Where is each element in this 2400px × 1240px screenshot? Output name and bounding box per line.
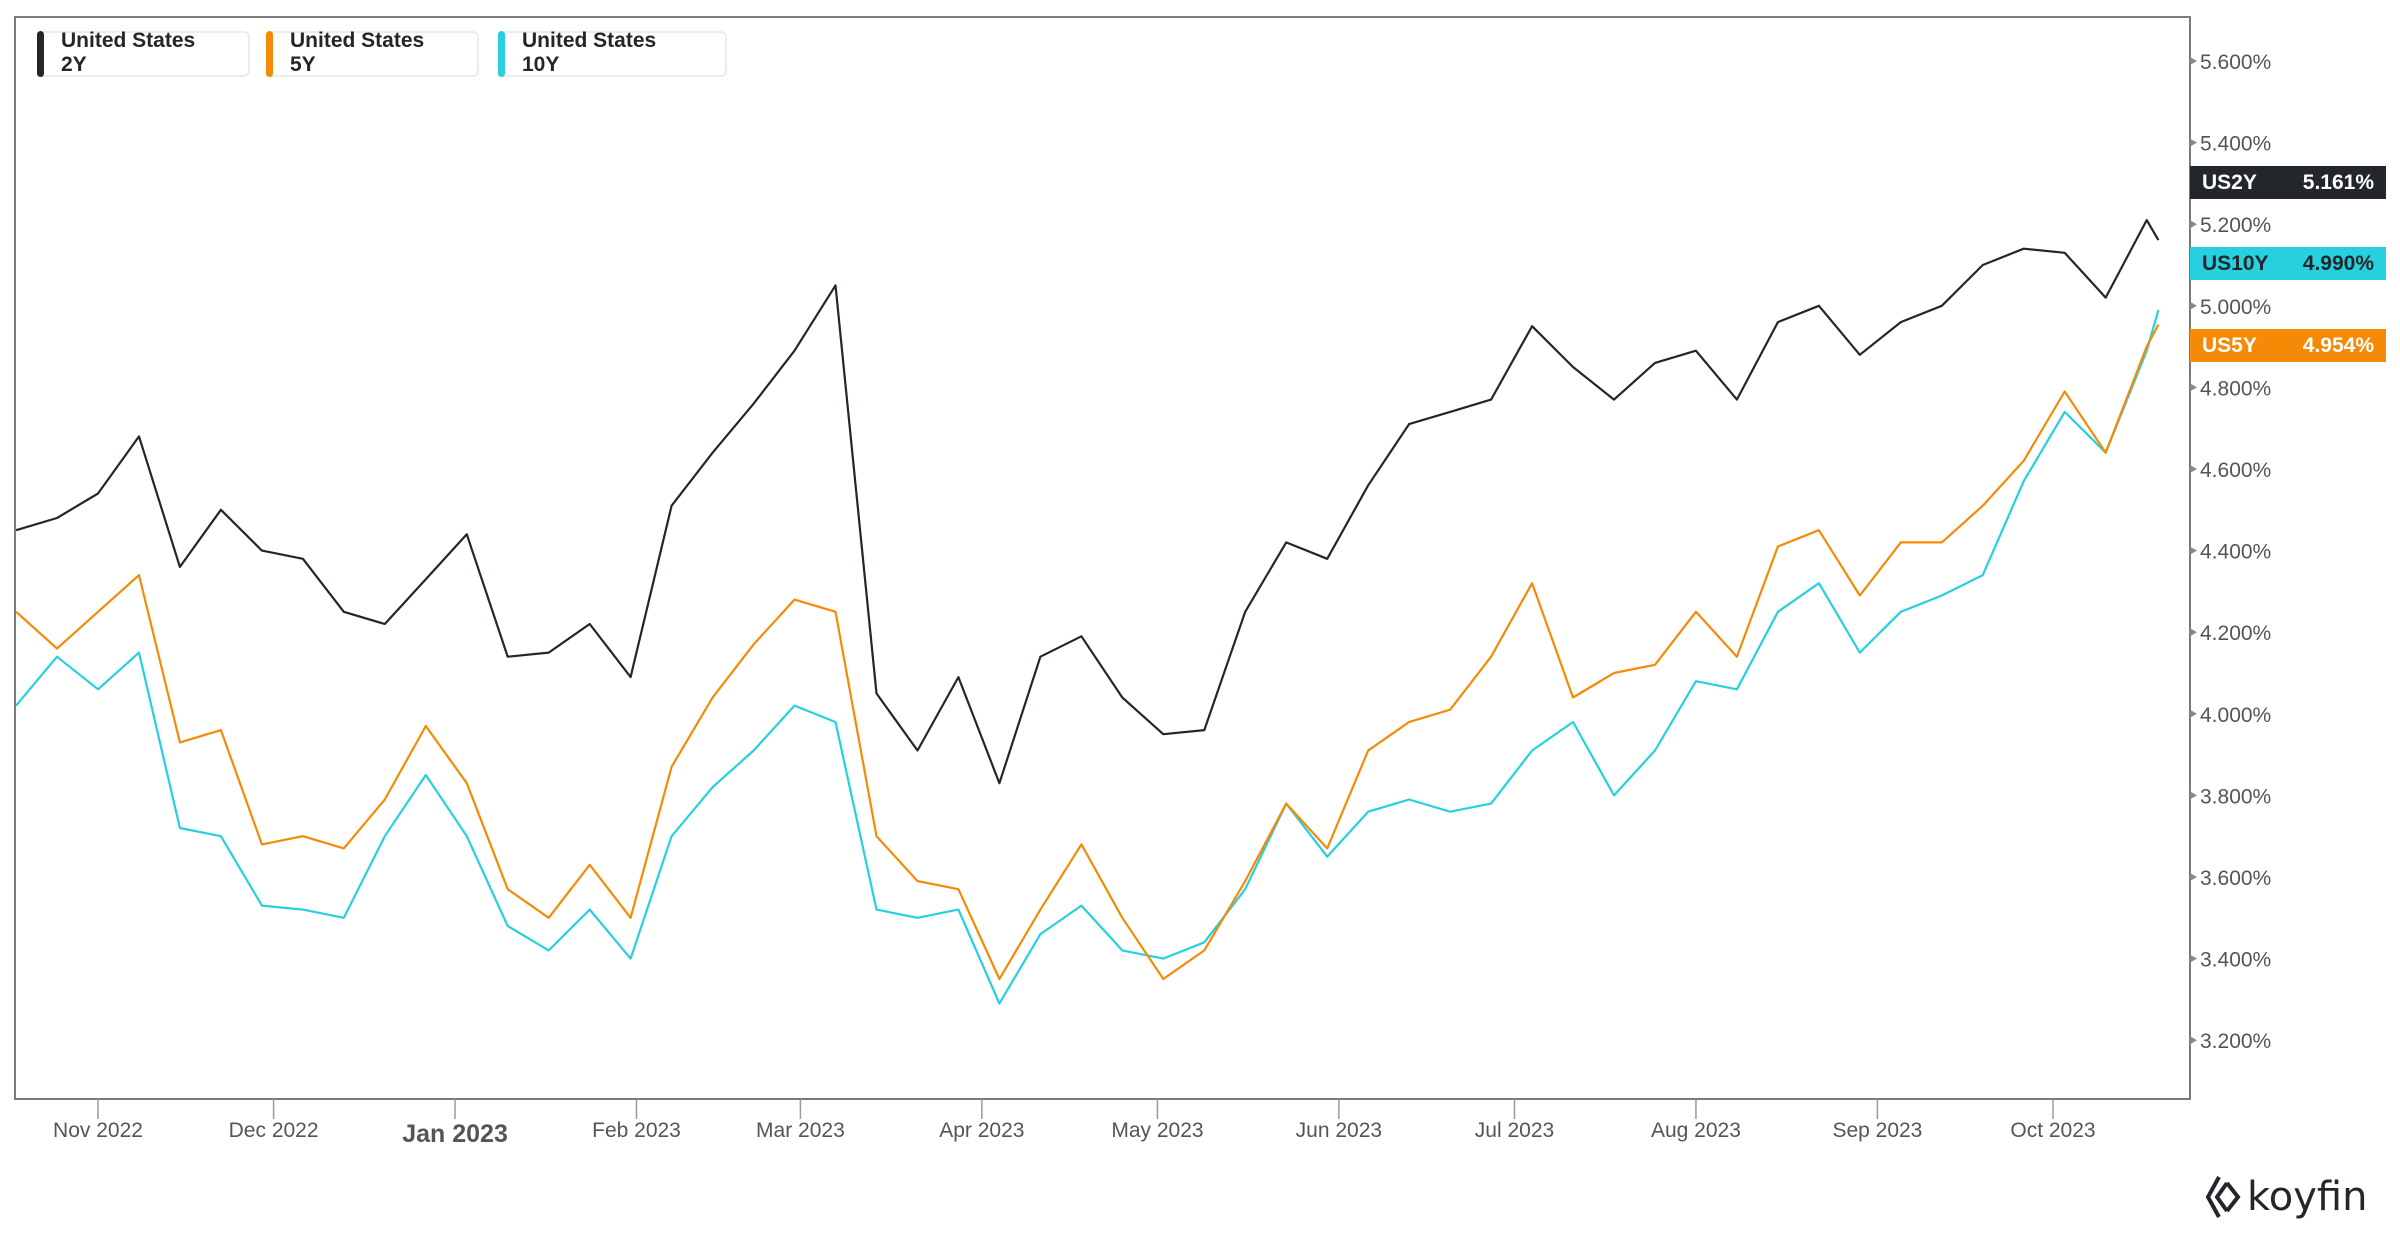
y-tick-label: 5.000% bbox=[2200, 296, 2271, 319]
series-line-us10y bbox=[15, 309, 2160, 1005]
y-tick-label: 4.000% bbox=[2200, 704, 2271, 727]
y-tick-mark bbox=[2190, 465, 2197, 473]
tag-ticker: US2Y bbox=[2202, 171, 2257, 194]
x-tick-label: Aug 2023 bbox=[1651, 1119, 1741, 1142]
x-tick-label: Nov 2022 bbox=[53, 1119, 143, 1142]
tag-ticker: US5Y bbox=[2202, 334, 2257, 357]
y-tick-mark bbox=[2190, 383, 2197, 392]
legend-label: United States bbox=[61, 29, 196, 52]
x-tick-label: Apr 2023 bbox=[939, 1119, 1024, 1142]
koyfin-logo-icon bbox=[2205, 1176, 2241, 1218]
legend-label: United States bbox=[522, 29, 657, 52]
koyfin-logo[interactable]: koyfin bbox=[2205, 1174, 2367, 1220]
last-value-tag-us5y: US5Y 4.954% bbox=[2190, 329, 2386, 362]
y-tick-mark bbox=[2190, 57, 2197, 65]
legend-item-us2y[interactable]: United States 2Y bbox=[37, 29, 250, 77]
y-tick-mark bbox=[2190, 1036, 2197, 1045]
y-tick-label: 3.200% bbox=[2200, 1030, 2271, 1053]
y-tick-label: 4.200% bbox=[2200, 622, 2271, 645]
y-tick-mark bbox=[2190, 301, 2197, 310]
legend-sublabel: 5Y bbox=[290, 53, 316, 76]
x-tick-label: Oct 2023 bbox=[2010, 1119, 2095, 1142]
x-tick-label: Sep 2023 bbox=[1832, 1119, 1922, 1142]
x-tick-label: Jan 2023 bbox=[402, 1120, 508, 1148]
y-tick-mark bbox=[2190, 138, 2197, 147]
y-tick-label: 3.400% bbox=[2200, 949, 2271, 972]
y-tick-mark bbox=[2190, 628, 2197, 637]
y-tick-mark bbox=[2190, 954, 2197, 963]
x-tick-label: May 2023 bbox=[1111, 1119, 1203, 1142]
y-tick-label: 4.600% bbox=[2200, 459, 2271, 482]
last-value-tag-us10y: US10Y 4.990% bbox=[2190, 247, 2386, 280]
last-value-tag-us2y: US2Y 5.161% bbox=[2190, 166, 2386, 199]
tag-value: 4.954% bbox=[2302, 334, 2374, 357]
x-tick-label: Jul 2023 bbox=[1475, 1119, 1554, 1142]
brand-name: koyfin bbox=[2247, 1174, 2368, 1220]
y-tick-mark bbox=[2190, 791, 2197, 800]
legend-color-swatch bbox=[266, 31, 273, 77]
x-tick-label: Mar 2023 bbox=[756, 1119, 845, 1142]
tag-value: 5.161% bbox=[2302, 171, 2374, 194]
legend-color-swatch bbox=[37, 31, 44, 77]
x-tick-label: Jun 2023 bbox=[1296, 1119, 1382, 1142]
y-tick-label: 3.600% bbox=[2200, 867, 2271, 890]
legend-item-us10y[interactable]: United States 10Y bbox=[498, 29, 727, 77]
tag-value: 4.990% bbox=[2302, 252, 2374, 275]
y-tick-label: 4.800% bbox=[2200, 377, 2271, 400]
y-tick-label: 5.400% bbox=[2200, 133, 2271, 156]
legend-color-swatch bbox=[498, 31, 505, 77]
x-tick-label: Feb 2023 bbox=[592, 1119, 681, 1142]
y-tick-mark bbox=[2190, 546, 2197, 555]
y-tick-label: 4.400% bbox=[2200, 541, 2271, 564]
y-tick-label: 5.200% bbox=[2200, 214, 2271, 237]
plot-area bbox=[14, 16, 2191, 1100]
y-tick-label: 3.800% bbox=[2200, 785, 2271, 808]
legend-sublabel: 10Y bbox=[522, 53, 560, 76]
y-tick-label: 5.600% bbox=[2200, 51, 2271, 74]
y-tick-mark bbox=[2190, 873, 2197, 881]
legend-item-us5y[interactable]: United States 5Y bbox=[266, 29, 479, 77]
series-line-us5y bbox=[15, 324, 2160, 981]
x-tick-label: Dec 2022 bbox=[229, 1119, 319, 1142]
series-line-us2y bbox=[15, 219, 2160, 785]
legend-label: United States bbox=[290, 29, 425, 52]
y-tick-mark bbox=[2190, 709, 2197, 718]
tag-ticker: US10Y bbox=[2202, 252, 2269, 275]
y-tick-mark bbox=[2190, 220, 2197, 229]
legend-sublabel: 2Y bbox=[61, 53, 87, 76]
